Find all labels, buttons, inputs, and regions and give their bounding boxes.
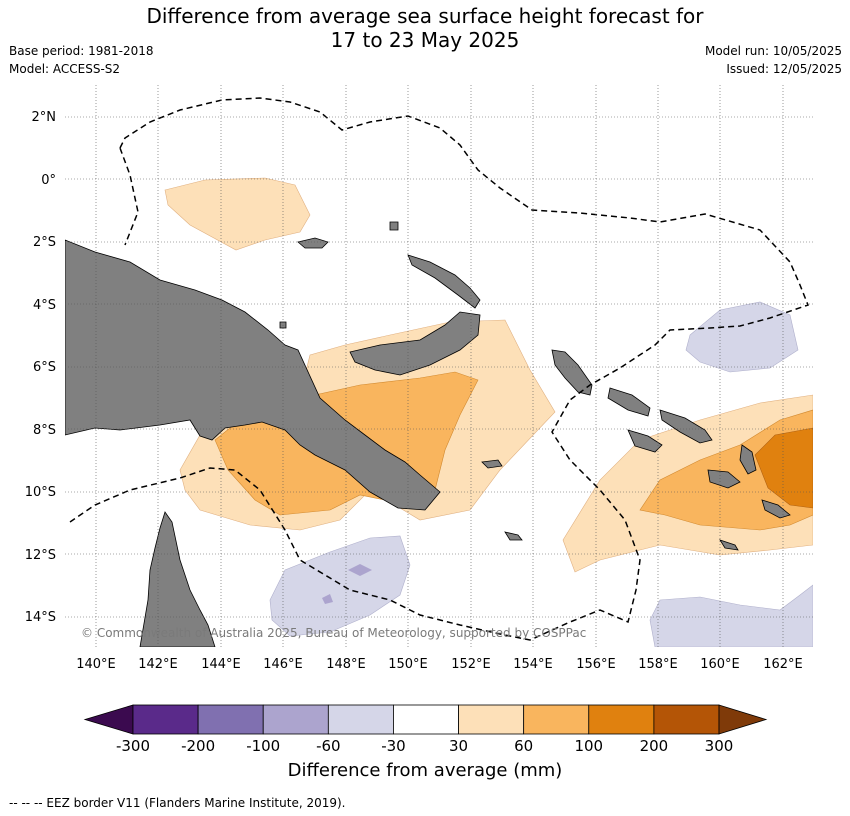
lon-label: 162°E: [763, 657, 803, 672]
title-line-2: 17 to 23 May 2025: [330, 28, 520, 52]
lon-label: 140°E: [76, 657, 116, 672]
anomaly-60-100-east: [639, 409, 813, 531]
lat-label: 10°S: [25, 485, 56, 500]
base-period: Base period: 1981-2018: [9, 44, 154, 58]
map-title: Difference from average sea surface heig…: [0, 4, 850, 52]
eez-border: [69, 97, 809, 641]
colorbar-swatch: [262, 704, 329, 735]
lat-labels: 2°N 0° 2°S 4°S 6°S 8°S 10°S 12°S 14°S: [25, 110, 56, 625]
model-name: Model: ACCESS-S2: [9, 62, 121, 76]
eez-legend-note: -- -- -- EEZ border V11 (Flanders Marine…: [9, 796, 346, 810]
lon-label: 160°E: [700, 657, 740, 672]
land-masses: [65, 221, 791, 647]
anomaly-neg-30-60-se: [649, 584, 813, 647]
meta-left: Base period: 1981-2018 Model: ACCESS-S2: [9, 42, 154, 78]
lon-label: 144°E: [201, 657, 241, 672]
island-small-5: [389, 221, 399, 231]
new-britain: [349, 311, 481, 376]
colorbar-tick-label: 200: [640, 737, 669, 755]
colorbar-swatch: [327, 704, 394, 735]
solomon-malaita: [659, 409, 713, 444]
colorbar-tick-label: -300: [116, 737, 150, 755]
lat-label: 0°: [41, 173, 56, 188]
lon-label: 156°E: [576, 657, 616, 672]
lat-label: 4°S: [33, 298, 56, 313]
graticule: [65, 85, 813, 647]
lon-label: 154°E: [513, 657, 553, 672]
colorbar-tick-label: -60: [316, 737, 341, 755]
anomaly-fills: [164, 177, 813, 647]
vanuatu-south: [761, 499, 791, 519]
new-ireland: [407, 254, 481, 309]
lon-label: 158°E: [638, 657, 678, 672]
lon-label: 142°E: [138, 657, 178, 672]
colorbar-swatch: [523, 704, 590, 735]
colorbar-extend-high: [718, 704, 768, 735]
meta-right: Model run: 10/05/2025 Issued: 12/05/2025: [705, 42, 842, 78]
colorbar-swatch: [458, 704, 525, 735]
colorbar-swatch: [132, 704, 199, 735]
lon-label: 152°E: [451, 657, 491, 672]
solomon-guadalcanal: [627, 429, 663, 453]
colorbar-tick-label: -100: [246, 737, 280, 755]
issued-date: Issued: 12/05/2025: [726, 62, 842, 76]
vanuatu-espiritu: [739, 444, 757, 475]
colorbar-swatch: [653, 704, 720, 735]
anomaly-neg-30-60-ne: [685, 301, 799, 373]
colorbar-tick-label: 30: [449, 737, 468, 755]
colorbar-tick-label: 100: [574, 737, 603, 755]
copyright-notice: © Commonwealth of Australia 2025, Bureau…: [81, 626, 586, 640]
manus-island: [297, 237, 329, 249]
title-line-1: Difference from average sea surface heig…: [146, 4, 704, 28]
lon-label: 150°E: [388, 657, 428, 672]
lat-label: 12°S: [25, 548, 56, 563]
vanuatu-north: [707, 469, 741, 489]
island-small-3: [719, 539, 739, 551]
colorbar-swatch: [393, 704, 459, 735]
colorbar-swatch: [588, 704, 655, 735]
model-run: Model run: 10/05/2025: [704, 44, 842, 58]
australia-cape-york: [139, 511, 216, 647]
anomaly-100-200-east: [754, 427, 813, 509]
lon-label: 148°E: [326, 657, 366, 672]
anomaly-neg-60-100-blob2: [322, 594, 333, 604]
anomaly-30-60-north: [164, 177, 311, 251]
anomaly-30-60-png: [179, 319, 556, 531]
anomaly-30-60-east: [562, 394, 813, 573]
island-small-4: [279, 321, 287, 329]
map-frame: © Commonwealth of Australia 2025, Bureau…: [65, 85, 813, 647]
lat-label: 14°S: [25, 610, 56, 625]
lat-label: 8°S: [33, 423, 56, 438]
colorbar-tick-label: 60: [514, 737, 533, 755]
lat-label: 6°S: [33, 360, 56, 375]
colorbar-title: Difference from average (mm): [287, 760, 563, 781]
colorbar-tick-label: 300: [705, 737, 734, 755]
anomaly-60-100-png: [214, 371, 479, 516]
island-small-1: [481, 459, 503, 469]
lat-label: 2°N: [32, 110, 57, 125]
colorbar: -300 -200 -100 -60 -30 30 60 100 200 300: [83, 704, 768, 755]
island-small-2: [504, 531, 523, 541]
bougainville: [551, 349, 593, 396]
anomaly-neg-30-60-south: [269, 535, 411, 637]
colorbar-swatch: [197, 704, 264, 735]
colorbar-tick-label: -200: [181, 737, 215, 755]
new-guinea: [65, 239, 441, 511]
eez-png: [69, 97, 809, 641]
colorbar-tick-label: -30: [381, 737, 406, 755]
lon-labels: 140°E 142°E 144°E 146°E 148°E 150°E 152°…: [76, 657, 803, 672]
solomon-santa-isabel: [607, 387, 651, 417]
anomaly-neg-60-100-blob1: [348, 564, 372, 576]
colorbar-extend-low: [83, 704, 134, 735]
lat-label: 2°S: [33, 235, 56, 250]
lon-label: 146°E: [263, 657, 303, 672]
